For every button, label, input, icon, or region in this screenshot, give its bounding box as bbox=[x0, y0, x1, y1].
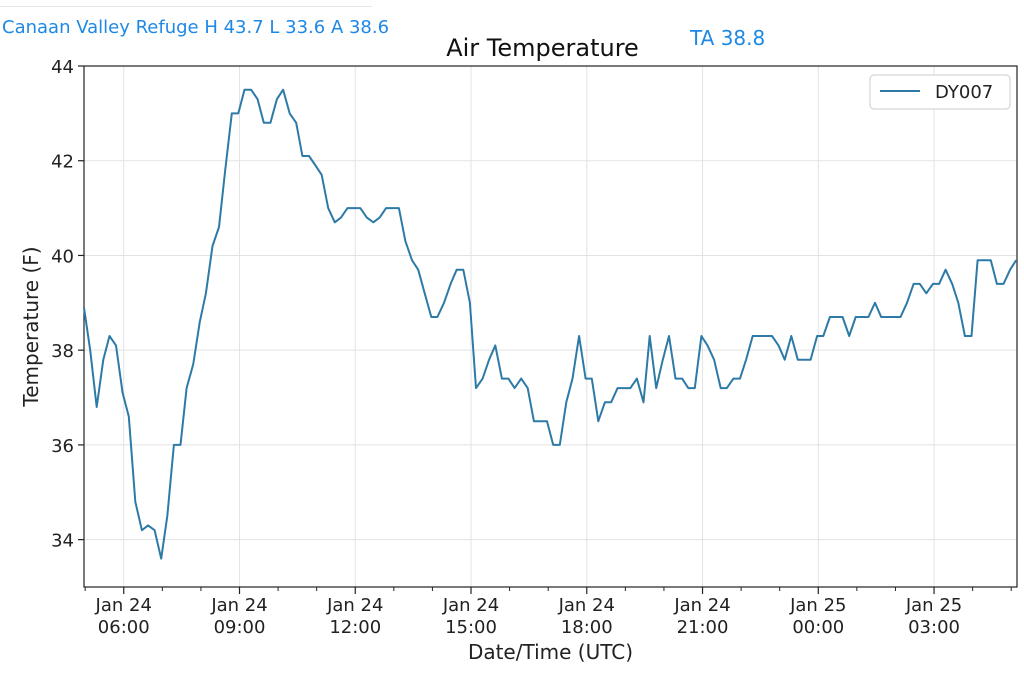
x-axis-title: Date/Time (UTC) bbox=[468, 640, 633, 664]
x-tick-label-date: Jan 24 bbox=[442, 595, 499, 616]
x-tick-label-date: Jan 24 bbox=[673, 595, 730, 616]
y-tick-label: 36 bbox=[51, 436, 74, 457]
plot-frame bbox=[83, 65, 1018, 588]
x-tick-label-date: Jan 24 bbox=[95, 595, 152, 616]
y-axis-ticks: 34 36 38 40 42 44 bbox=[51, 57, 84, 552]
x-tick-label-time: 09:00 bbox=[214, 617, 266, 638]
top-divider bbox=[0, 6, 372, 7]
y-tick-label: 40 bbox=[51, 246, 74, 267]
x-tick-label-date: Jan 24 bbox=[210, 595, 267, 616]
legend-box bbox=[869, 74, 1011, 110]
y-axis-title: Temperature (F) bbox=[19, 246, 43, 407]
x-tick-label-date: Jan 25 bbox=[905, 595, 962, 616]
x-tick-label-time: 18:00 bbox=[561, 617, 613, 638]
y-tick-label: 44 bbox=[51, 57, 74, 78]
legend[interactable]: DY007 bbox=[869, 74, 1011, 110]
y-tick-label: 34 bbox=[51, 531, 74, 552]
x-tick-label-time: 12:00 bbox=[329, 617, 381, 638]
x-tick-label-date: Jan 24 bbox=[326, 595, 383, 616]
y-tick-label: 42 bbox=[51, 152, 74, 173]
x-tick-label-time: 15:00 bbox=[445, 617, 497, 638]
current-temperature-reading: TA 38.8 bbox=[690, 26, 766, 50]
grid-lines bbox=[84, 65, 1017, 587]
series-line-dy007 bbox=[83, 88, 1018, 560]
legend-label-dy007: DY007 bbox=[935, 82, 993, 103]
x-tick-label-time: 00:00 bbox=[792, 617, 844, 638]
x-tick-label-time: 03:00 bbox=[908, 617, 960, 638]
y-tick-label: 38 bbox=[51, 341, 74, 362]
station-summary: Canaan Valley Refuge H 43.7 L 33.6 A 38.… bbox=[2, 17, 390, 38]
x-tick-label-date: Jan 24 bbox=[558, 595, 615, 616]
x-tick-label-date: Jan 25 bbox=[789, 595, 846, 616]
chart-title: Air Temperature bbox=[446, 34, 639, 62]
x-tick-label-time: 21:00 bbox=[677, 617, 729, 638]
x-tick-label-time: 06:00 bbox=[98, 617, 150, 638]
